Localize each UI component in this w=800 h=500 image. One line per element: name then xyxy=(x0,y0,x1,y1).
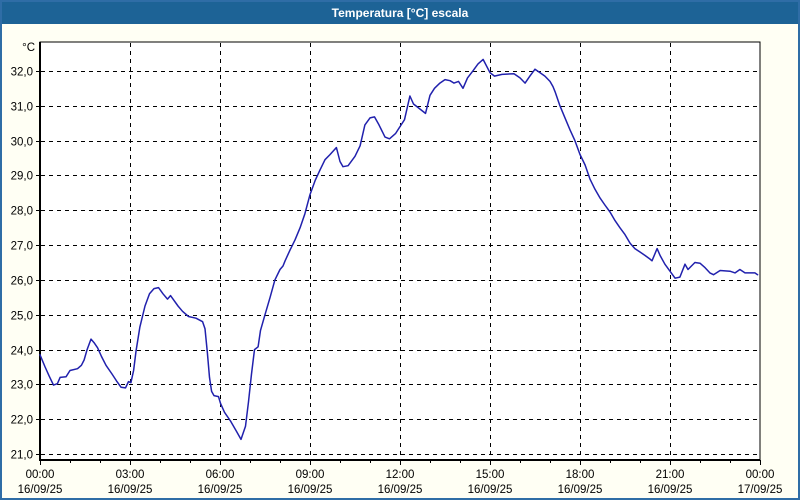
svg-text:31,0: 31,0 xyxy=(11,102,33,114)
axis-labels: 21,0 22,0 23,0 24,0 25,0 26,0 27,0 28,0 29,0 30,0… xyxy=(11,42,783,496)
svg-text:22,0: 22,0 xyxy=(11,415,33,427)
svg-text:00:00: 00:00 xyxy=(746,469,775,481)
svg-text:21:00: 21:00 xyxy=(656,469,685,481)
svg-text:15:00: 15:00 xyxy=(476,469,505,481)
svg-text:27,0: 27,0 xyxy=(11,241,33,253)
svg-text:16/09/25: 16/09/25 xyxy=(108,484,153,496)
svg-text:16/09/25: 16/09/25 xyxy=(648,484,693,496)
svg-text:16/09/25: 16/09/25 xyxy=(198,484,243,496)
svg-text:18:00: 18:00 xyxy=(566,469,595,481)
svg-text:03:00: 03:00 xyxy=(116,469,145,481)
svg-text:30,0: 30,0 xyxy=(11,137,33,149)
window-titlebar[interactable]: Temperatura [°C] escala xyxy=(2,2,798,24)
svg-text:17/09/25: 17/09/25 xyxy=(738,484,783,496)
svg-text:16/09/25: 16/09/25 xyxy=(18,484,63,496)
svg-text:29,0: 29,0 xyxy=(11,171,33,183)
y-axis-unit-label: °C xyxy=(22,42,35,54)
chart-area: 21,0 22,0 23,0 24,0 25,0 26,0 27,0 28,0 29,0 30,0… xyxy=(2,24,798,498)
svg-text:16/09/25: 16/09/25 xyxy=(288,484,333,496)
svg-text:32,0: 32,0 xyxy=(11,67,33,79)
svg-text:16/09/25: 16/09/25 xyxy=(468,484,513,496)
svg-text:23,0: 23,0 xyxy=(11,380,33,392)
svg-text:16/09/25: 16/09/25 xyxy=(378,484,423,496)
svg-text:26,0: 26,0 xyxy=(11,276,33,288)
svg-text:06:00: 06:00 xyxy=(206,469,235,481)
svg-text:21,0: 21,0 xyxy=(11,450,33,462)
window-title: Temperatura [°C] escala xyxy=(331,6,469,20)
gridlines xyxy=(41,43,759,459)
svg-text:00:00: 00:00 xyxy=(26,469,55,481)
chart-canvas[interactable]: 21,0 22,0 23,0 24,0 25,0 26,0 27,0 28,0 29,0 30,0… xyxy=(2,24,798,498)
series-line xyxy=(39,58,759,441)
svg-text:16/09/25: 16/09/25 xyxy=(558,484,603,496)
svg-text:12:00: 12:00 xyxy=(386,469,415,481)
svg-text:25,0: 25,0 xyxy=(11,311,33,323)
svg-text:24,0: 24,0 xyxy=(11,346,33,358)
svg-text:28,0: 28,0 xyxy=(11,206,33,218)
svg-text:09:00: 09:00 xyxy=(296,469,325,481)
